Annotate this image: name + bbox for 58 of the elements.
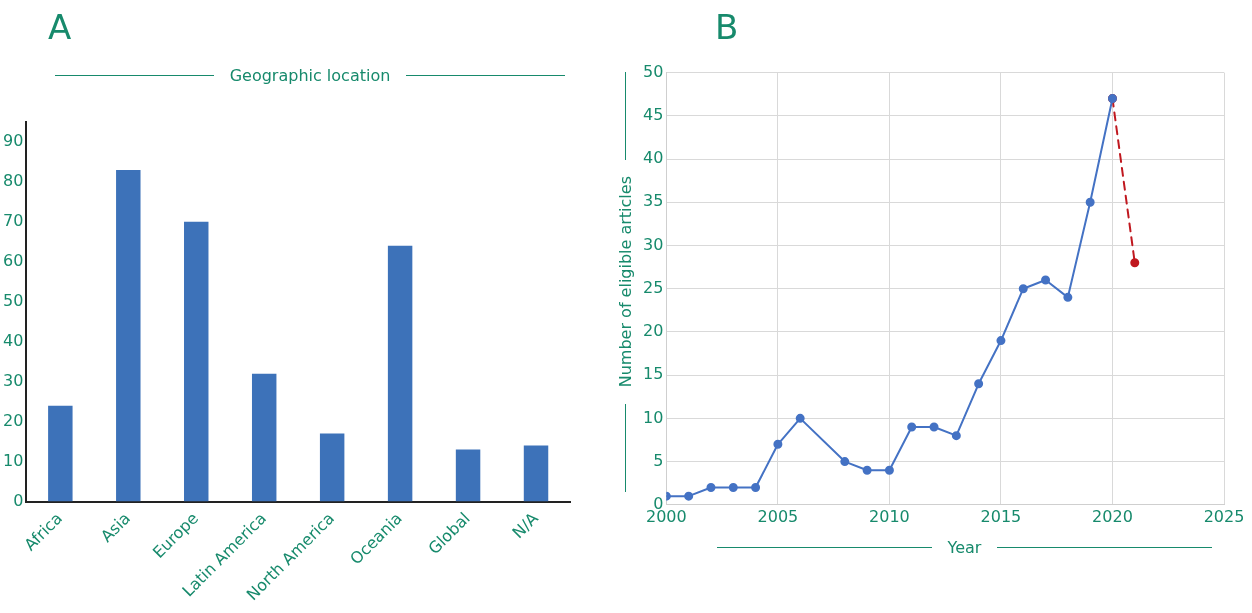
point (884, 465, 894, 475)
point (751, 483, 761, 493)
y-tick-label: 40 (3, 330, 24, 350)
y-tick-label: 20 (643, 321, 664, 341)
y-tick-label: 70 (3, 211, 24, 231)
y-tick-label: 90 (3, 131, 24, 151)
y-tick-label: 50 (643, 61, 664, 81)
point (1063, 292, 1073, 302)
x-tick-label: N/A (508, 508, 542, 543)
point (1130, 258, 1140, 268)
y-tick-label: 40 (643, 148, 664, 168)
x-tick-label: 2015 (980, 506, 1022, 526)
bar (48, 405, 73, 502)
x-tick-label: 2020 (1092, 506, 1133, 526)
y-tick-label: 45 (643, 104, 664, 124)
y-tick-label: 0 (13, 490, 24, 510)
bar (116, 169, 141, 502)
point (728, 483, 738, 493)
x-axis-title: Geographic location (228, 66, 392, 85)
x-tick-label: 2010 (869, 506, 910, 526)
y-tick-label: 10 (3, 450, 24, 470)
y-tick-label: 20 (3, 410, 24, 430)
y-tick-label: 80 (3, 171, 24, 191)
x-tick-label: 2025 (1203, 506, 1245, 526)
y-tick-label: 35 (643, 191, 664, 211)
chart-title: A (48, 7, 72, 47)
bar (184, 221, 209, 502)
point (773, 439, 783, 449)
point (996, 336, 1006, 346)
y-tick-label: 25 (643, 277, 664, 297)
point (840, 457, 850, 467)
bar (523, 445, 549, 502)
point (974, 379, 984, 389)
y-tick-label: 30 (643, 234, 664, 254)
point (929, 422, 939, 432)
point (706, 483, 716, 493)
bar (455, 449, 481, 502)
bar (319, 433, 345, 502)
bar (251, 373, 277, 502)
chart-title: B (715, 7, 739, 47)
point (907, 422, 917, 432)
point (862, 465, 872, 475)
point (684, 491, 694, 501)
bar (387, 245, 413, 502)
y-tick-label: 60 (3, 250, 24, 270)
x-tick-label: 2005 (757, 506, 799, 526)
y-tick-label: 5 (653, 450, 664, 470)
x-axis-title: Year (946, 538, 983, 557)
point (951, 431, 961, 441)
y-axis-title: Number of eligible articles (616, 175, 635, 390)
y-tick-label: 50 (3, 290, 24, 310)
point (1018, 284, 1028, 294)
point (1085, 197, 1095, 207)
y-tick-label: 30 (3, 370, 24, 390)
y-tick-label: 15 (643, 364, 664, 384)
point (1041, 275, 1051, 285)
y-tick-label: 10 (643, 407, 664, 427)
point (795, 413, 805, 423)
